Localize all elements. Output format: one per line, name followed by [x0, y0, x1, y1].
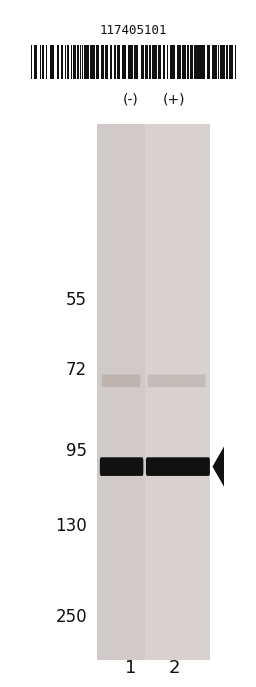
Bar	[167, 45, 168, 79]
Bar	[101, 45, 104, 79]
Text: 117405101: 117405101	[99, 25, 167, 37]
Text: 250: 250	[55, 607, 87, 626]
Bar	[65, 45, 66, 79]
Bar	[199, 45, 202, 79]
Bar	[71, 45, 72, 79]
FancyBboxPatch shape	[148, 374, 206, 387]
Bar	[31, 45, 32, 79]
Bar	[73, 45, 76, 79]
Bar	[34, 45, 37, 79]
Bar	[96, 45, 99, 79]
Bar	[218, 45, 219, 79]
Bar	[57, 45, 59, 79]
Bar	[67, 45, 69, 79]
Bar	[110, 45, 112, 79]
Text: 95: 95	[66, 442, 87, 460]
Bar	[187, 45, 189, 79]
Bar	[105, 45, 108, 79]
Bar	[149, 45, 151, 79]
Bar	[134, 45, 138, 79]
Bar	[182, 45, 186, 79]
Text: 130: 130	[55, 517, 87, 534]
Bar	[220, 45, 225, 79]
Text: (+): (+)	[163, 93, 185, 106]
Bar	[117, 45, 120, 79]
Bar	[40, 45, 41, 79]
Bar	[152, 45, 157, 79]
Bar	[50, 45, 54, 79]
Bar	[212, 45, 217, 79]
FancyBboxPatch shape	[146, 458, 210, 476]
Bar	[145, 124, 210, 660]
Bar	[42, 45, 44, 79]
Bar	[190, 45, 193, 79]
Bar	[207, 45, 210, 79]
Bar	[163, 45, 165, 79]
Bar	[202, 45, 205, 79]
Text: 1: 1	[125, 659, 136, 677]
FancyBboxPatch shape	[102, 374, 140, 387]
Text: (-): (-)	[123, 93, 138, 106]
Bar	[145, 45, 148, 79]
FancyBboxPatch shape	[100, 458, 143, 476]
Bar	[122, 45, 126, 79]
Bar	[84, 45, 89, 79]
Text: 2: 2	[168, 659, 180, 677]
Bar	[46, 45, 47, 79]
Bar	[235, 45, 236, 79]
Polygon shape	[212, 447, 224, 486]
Bar	[177, 45, 181, 79]
Bar	[194, 45, 199, 79]
Bar	[90, 45, 95, 79]
Bar	[80, 45, 81, 79]
Text: 55: 55	[66, 291, 87, 310]
Bar	[97, 124, 210, 660]
Bar	[226, 45, 228, 79]
Bar	[77, 45, 79, 79]
Bar	[61, 45, 63, 79]
Bar	[114, 45, 116, 79]
Bar	[128, 45, 133, 79]
Bar	[82, 45, 83, 79]
Bar	[158, 45, 161, 79]
Bar	[170, 45, 175, 79]
Bar	[229, 45, 233, 79]
Text: 72: 72	[66, 361, 87, 379]
Bar	[141, 45, 144, 79]
